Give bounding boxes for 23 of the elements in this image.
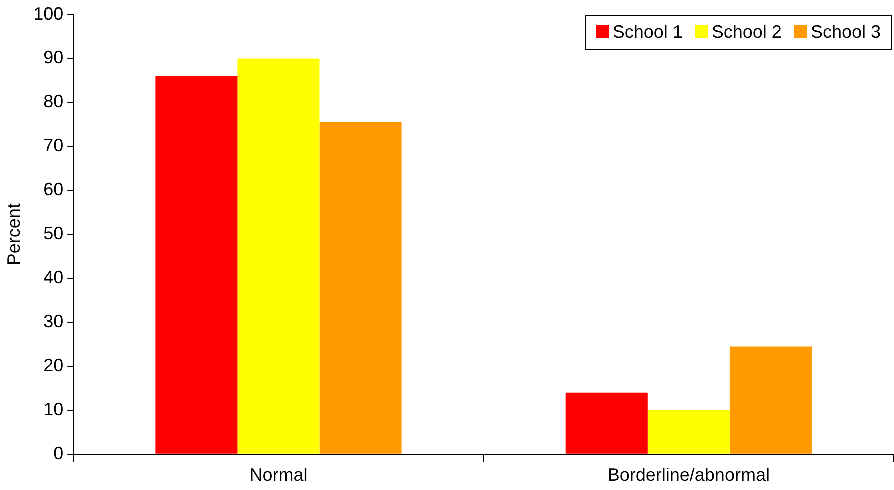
legend-label: School 1	[612, 22, 683, 42]
bar	[730, 346, 812, 454]
y-tick-label: 20	[44, 355, 64, 376]
bar	[320, 122, 402, 454]
y-axis-title: Percent	[4, 204, 24, 266]
y-tick-label: 30	[44, 311, 64, 332]
y-tick-label: 0	[54, 443, 64, 464]
y-tick-label: 90	[44, 48, 64, 68]
y-tick-label: 50	[44, 224, 64, 244]
y-tick-label: 70	[44, 136, 64, 156]
y-tick-label: 100	[34, 4, 64, 24]
bar	[566, 392, 648, 454]
x-tick-label: Normal	[250, 465, 308, 486]
legend-label: School 3	[810, 22, 881, 42]
x-tick-label: Borderline/abnormal	[608, 465, 770, 486]
bar	[156, 76, 238, 454]
y-tick-label: 10	[44, 399, 64, 420]
bar	[238, 58, 320, 454]
y-tick-label: 80	[44, 92, 64, 112]
legend-label: School 2	[712, 22, 782, 42]
bar	[648, 410, 730, 454]
y-tick-label: 40	[44, 268, 64, 288]
y-tick-label: 60	[44, 180, 64, 200]
